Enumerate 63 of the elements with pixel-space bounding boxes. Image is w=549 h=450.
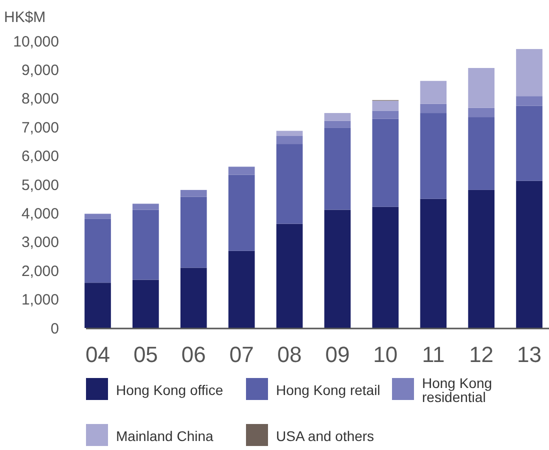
bar [516, 49, 542, 96]
bar [180, 268, 207, 328]
bar [84, 214, 111, 219]
bar [180, 196, 207, 268]
bar [468, 117, 495, 190]
bar [468, 108, 495, 118]
bar [132, 210, 159, 280]
bar [372, 118, 399, 207]
x-tick-label: 06 [181, 342, 206, 367]
y-tick-label: 6,000 [21, 148, 59, 166]
y-tick-label: 10,000 [13, 33, 59, 50]
bar [276, 136, 303, 144]
y-axis-title: HK$M [4, 9, 46, 26]
y-tick-label: 5,000 [21, 176, 59, 194]
bar [228, 166, 255, 175]
bar [276, 144, 303, 224]
legend-label: Mainland China [116, 428, 214, 444]
bar [468, 68, 495, 108]
bar [516, 96, 542, 106]
legend-label: Hong Kong retail [276, 382, 380, 398]
bar [420, 80, 447, 104]
bar [132, 280, 159, 328]
x-tick-label: 13 [517, 342, 542, 367]
legend-label: Hong Kong residential [422, 375, 492, 405]
bar [84, 282, 111, 328]
bar [324, 120, 351, 128]
y-tick-label: 8,000 [21, 90, 59, 108]
y-tick-label: 1,000 [21, 292, 59, 309]
bar [84, 218, 111, 283]
bar [228, 174, 255, 251]
bar [372, 206, 399, 328]
bar [324, 128, 351, 210]
y-tick-label: 7,000 [21, 119, 59, 136]
x-tick-label: 07 [229, 342, 254, 367]
x-tick-label: 08 [277, 342, 302, 367]
legend-label: Hong Kong office [116, 382, 224, 398]
y-tick-label: 4,000 [21, 205, 59, 222]
bar [420, 113, 447, 199]
bar [420, 198, 447, 328]
x-tick-label: 12 [469, 342, 494, 367]
y-tick-label: 0 [50, 320, 59, 338]
x-tick-label: 09 [325, 342, 350, 367]
bar [276, 130, 303, 136]
bar [276, 224, 303, 328]
bar [324, 113, 351, 121]
bar [228, 250, 255, 328]
bar [372, 110, 399, 119]
bar [372, 100, 399, 111]
x-tick-label: 05 [133, 342, 158, 367]
bar [180, 190, 207, 197]
bar [132, 204, 159, 210]
bar [324, 210, 351, 328]
bar [420, 104, 447, 114]
legend-label: USA and others [276, 428, 374, 444]
y-tick-label: 9,000 [21, 62, 59, 79]
y-tick-label: 3,000 [21, 234, 59, 252]
y-tick-label: 2,000 [21, 262, 59, 280]
bar [516, 180, 542, 328]
bar [516, 106, 542, 181]
x-tick-label: 11 [422, 342, 445, 367]
x-tick-label: 10 [373, 342, 398, 367]
bar [468, 190, 495, 328]
x-tick-label: 04 [85, 342, 110, 367]
